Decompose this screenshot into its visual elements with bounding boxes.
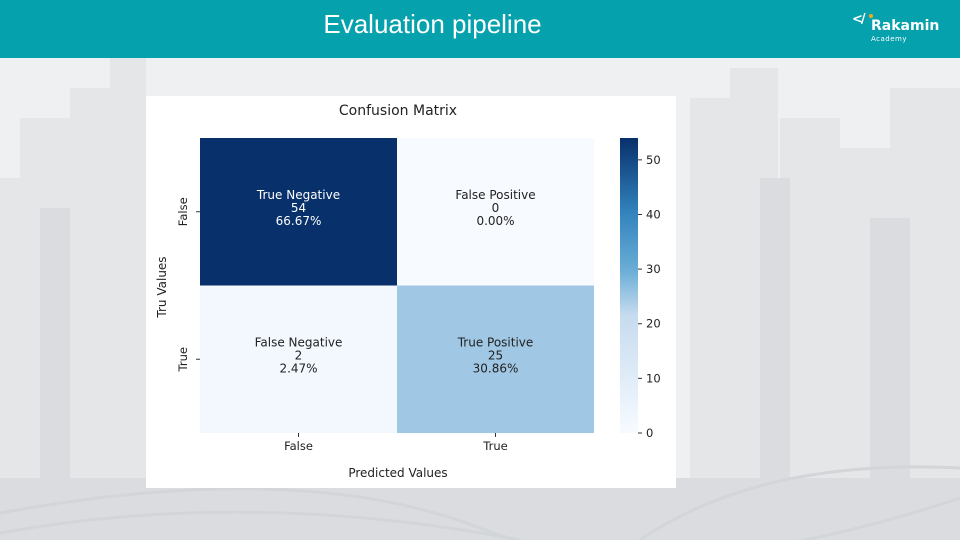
header-bar: Evaluation pipeline </ Rakamin Academy [0,0,960,58]
y-axis-ticks: False True [176,197,200,372]
x-tick-label: False [284,439,313,453]
heatmap-cell [397,138,594,286]
cell-label: 0 [492,201,500,215]
colorbar-tick-label: 20 [646,317,661,331]
cell-label: 2 [295,348,303,362]
y-tick-label: False [176,197,190,226]
heatmap-cell [200,285,397,433]
cell-label: 54 [291,201,306,215]
colorbar-tick-label: 10 [646,371,661,385]
colorbar-ticks: 0 10 20 30 40 50 [638,153,661,440]
page-title: Evaluation pipeline [323,9,542,39]
cell-label: 66.67% [276,214,322,228]
y-tick-label: True [176,347,190,372]
cell-label: 2.47% [279,361,317,375]
cell-label: False Negative [255,335,343,349]
y-axis-label: Tru Values [155,256,169,318]
logo-dot [869,14,873,18]
cell-label: 0.00% [476,214,514,228]
x-axis-label: Predicted Values [348,466,447,480]
logo-name: Rakamin [871,18,940,34]
logo-mark: </ [852,12,866,27]
rakamin-logo: </ Rakamin Academy [852,12,952,48]
x-tick-label: True [482,439,507,453]
cell-label: True Negative [256,188,340,202]
logo-subtitle: Academy [871,35,908,43]
colorbar-tick-label: 40 [646,207,661,221]
cell-label: 25 [488,348,503,362]
cell-label: True Positive [457,335,534,349]
heatmap-cell [200,138,397,286]
colorbar-tick-label: 30 [646,262,661,276]
x-axis-ticks: False True [284,433,508,453]
cell-label: 30.86% [473,361,519,375]
cell-label: False Positive [455,188,535,202]
chart-card: Confusion Matrix True Negative 54 66.67% Fa… [146,96,676,488]
chart-title: Confusion Matrix [339,103,457,119]
colorbar-tick-label: 0 [646,426,653,440]
colorbar [620,138,638,433]
colorbar-tick-label: 50 [646,153,661,167]
heatmap-cell [397,285,594,433]
